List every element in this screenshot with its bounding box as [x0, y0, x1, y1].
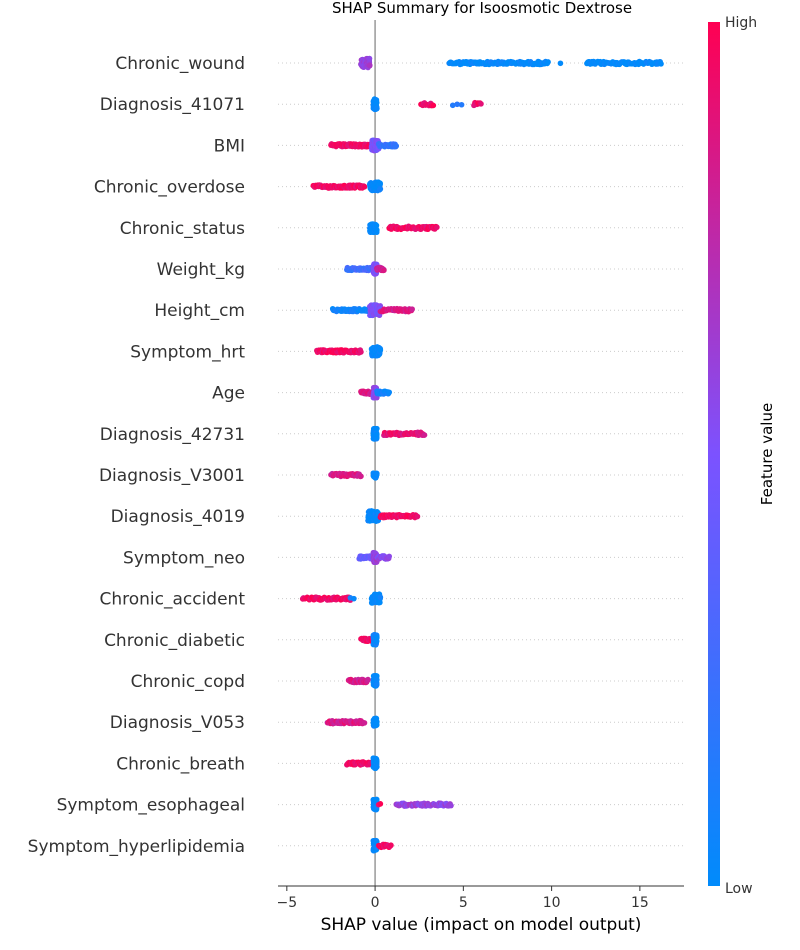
shap-point — [409, 306, 415, 312]
shap-point — [393, 143, 400, 149]
shap-point — [386, 553, 393, 560]
shap-point — [377, 186, 384, 192]
shap-point — [373, 431, 380, 437]
shap-point — [373, 759, 380, 765]
shap-point — [374, 635, 380, 641]
shap-point — [373, 99, 380, 106]
shap-points — [299, 55, 664, 854]
shap-point — [449, 102, 456, 109]
shap-point — [388, 842, 394, 849]
feature-label: Chronic_diabetic — [104, 631, 245, 651]
colorbar-high-label: High — [725, 15, 757, 31]
shap-point — [448, 802, 454, 809]
shap-point — [430, 102, 437, 109]
shap-point — [358, 473, 364, 480]
shap-point — [365, 676, 371, 683]
shap-point — [351, 595, 357, 602]
shap-point — [386, 389, 393, 396]
x-tick-label: 5 — [459, 895, 468, 911]
shap-point — [658, 61, 664, 67]
shap-point — [358, 349, 364, 355]
shap-point — [373, 681, 380, 688]
feature-label: Symptom_esophageal — [57, 796, 245, 816]
shap-point — [374, 718, 380, 725]
shap-point — [374, 425, 380, 432]
shap-point — [373, 222, 380, 229]
x-tick-label: 0 — [371, 895, 380, 911]
x-tick-label: 10 — [543, 895, 561, 911]
colorbar-title: Feature value — [758, 403, 776, 505]
feature-label: Age — [212, 384, 245, 404]
shap-point — [381, 267, 387, 274]
feature-label: Diagnosis_4019 — [111, 507, 245, 527]
shap-point — [478, 101, 484, 107]
shap-point — [374, 676, 380, 683]
feature-label: Diagnosis_V053 — [110, 713, 245, 733]
shap-point — [421, 432, 428, 438]
feature-label: Symptom_neo — [123, 548, 245, 568]
feature-label: Weight_kg — [157, 260, 245, 280]
shap-point — [373, 796, 380, 803]
shap-point — [374, 764, 380, 770]
feature-labels: Chronic_wound Diagnosis_41071 BMI Chronic_o… — [28, 54, 246, 857]
feature-label: Chronic_breath — [116, 754, 245, 774]
feature-label: Chronic_accident — [99, 590, 245, 610]
feature-label: Chronic_status — [120, 219, 245, 239]
x-tick-label: −5 — [277, 895, 298, 911]
shap-point — [454, 101, 460, 108]
shap-point — [377, 347, 384, 353]
shap-point — [366, 62, 373, 69]
colorbar-low-label: Low — [725, 881, 753, 897]
shap-point — [361, 720, 368, 726]
shap-point — [377, 180, 384, 187]
colorbar — [708, 22, 720, 886]
x-tick-label: 15 — [631, 895, 649, 911]
shap-point — [434, 224, 440, 231]
feature-label: Diagnosis_42731 — [100, 425, 245, 445]
feature-rows — [278, 62, 684, 847]
chart-title: SHAP Summary for Isoosmotic Dextrose — [332, 0, 632, 17]
feature-label: Symptom_hyperlipidemia — [28, 837, 245, 857]
shap-point — [377, 594, 384, 601]
x-axis-ticks: −5 0 5 10 15 — [277, 886, 649, 911]
feature-label: Chronic_wound — [115, 54, 245, 74]
feature-label: Diagnosis_V3001 — [99, 466, 245, 486]
shap-point — [374, 227, 380, 233]
shap-point — [361, 183, 368, 190]
feature-label: Chronic_copd — [131, 672, 245, 692]
shap-point — [414, 513, 421, 520]
feature-label: Symptom_hrt — [130, 342, 245, 362]
shap-point — [545, 59, 551, 65]
shap-point — [374, 105, 380, 112]
shap-point — [377, 801, 384, 807]
feature-label: Height_cm — [154, 301, 245, 321]
feature-label: Chronic_overdose — [94, 178, 245, 198]
shap-point — [458, 101, 465, 108]
shap-point — [557, 60, 564, 67]
x-axis-label: SHAP value (impact on model output) — [321, 915, 642, 935]
shap-point — [374, 470, 380, 477]
feature-label: Diagnosis_41071 — [100, 95, 245, 115]
feature-label: BMI — [214, 136, 245, 156]
shap-point — [366, 55, 373, 62]
